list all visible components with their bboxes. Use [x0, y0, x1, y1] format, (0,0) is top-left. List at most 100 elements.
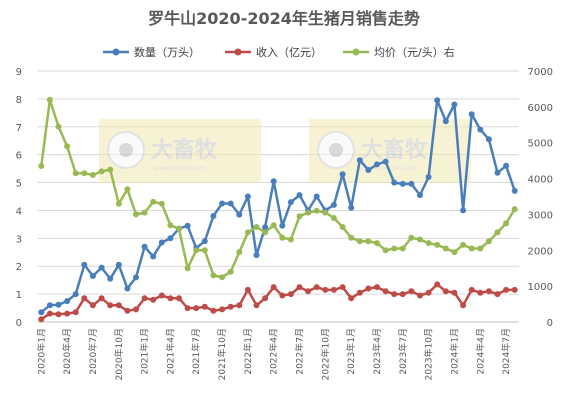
series-avg-price: [38, 96, 518, 281]
data-point: [477, 126, 484, 133]
data-point: [330, 286, 337, 293]
data-point: [374, 240, 380, 247]
data-point: [81, 261, 88, 268]
data-point: [262, 224, 269, 231]
data-point: [141, 243, 148, 250]
data-point: [408, 180, 415, 187]
data-point: [477, 245, 484, 252]
data-point: [150, 198, 157, 205]
data-point: [442, 118, 449, 125]
data-point: [494, 291, 501, 298]
data-point: [210, 272, 217, 279]
data-point: [399, 180, 406, 187]
data-point: [339, 224, 346, 230]
data-point: [382, 247, 389, 254]
y-right-tick-label: 7000: [528, 67, 553, 78]
data-point: [339, 171, 346, 178]
data-point: [511, 206, 518, 213]
data-point: [442, 288, 449, 295]
watermarks: 大畜牧 www.dxumu.com 大畜牧 www.dxumu.com: [99, 119, 471, 183]
x-tick-label: 2020年4月: [61, 328, 73, 375]
data-point: [98, 295, 105, 302]
data-point: [262, 229, 269, 236]
y-right-tick-label: 3000: [528, 210, 553, 221]
y-left-tick-label: 9: [16, 67, 22, 78]
data-point: [244, 193, 251, 200]
data-point: [38, 163, 45, 169]
y-right-tick-label: 6000: [528, 103, 553, 114]
data-point: [201, 303, 208, 310]
x-tick-label: 2023年4月: [371, 328, 383, 375]
data-point: [210, 213, 217, 219]
left-axis: 0 1 2 3 4 5 6 7 8 9: [16, 67, 22, 329]
x-tick-label: 2023年7月: [397, 328, 409, 375]
data-point: [72, 291, 79, 298]
data-point: [72, 170, 79, 177]
series-layer: [38, 96, 518, 323]
data-point: [451, 249, 458, 256]
data-point: [305, 288, 312, 295]
data-point: [468, 245, 475, 252]
data-point: [511, 286, 518, 293]
data-point: [64, 298, 71, 305]
data-point: [64, 310, 71, 317]
data-point: [64, 143, 71, 150]
data-point: [408, 288, 415, 295]
data-point: [158, 292, 165, 299]
data-point: [425, 289, 432, 296]
data-point: [158, 200, 165, 207]
y-left-tick-label: 6: [16, 151, 22, 162]
watermark-logo-dot: [329, 143, 343, 157]
x-tick-label: 2023年1月: [345, 328, 357, 375]
data-point: [296, 284, 303, 291]
data-point: [124, 307, 131, 314]
data-point: [236, 249, 243, 256]
data-point: [279, 222, 286, 229]
data-point: [503, 162, 510, 169]
grid: [37, 70, 519, 323]
data-point: [184, 222, 191, 229]
x-tick-label: 2022年1月: [242, 328, 254, 375]
data-point: [356, 238, 363, 245]
data-point: [365, 238, 372, 245]
watermark: 大畜牧 www.dxumu.com: [99, 119, 261, 183]
data-point: [81, 170, 88, 177]
data-point: [494, 229, 501, 236]
data-point: [434, 97, 441, 104]
data-point: [279, 292, 286, 299]
data-point: [193, 247, 200, 254]
data-point: [485, 288, 492, 295]
data-point: [227, 200, 234, 207]
data-point: [391, 291, 398, 298]
data-point: [287, 291, 294, 298]
data-point: [468, 111, 475, 118]
data-point: [365, 285, 372, 292]
y-right-tick-label: 4000: [528, 175, 553, 186]
data-point: [201, 238, 208, 245]
data-point: [477, 289, 484, 296]
data-point: [330, 201, 337, 208]
x-tick-label: 2023年10月: [423, 328, 435, 380]
data-point: [38, 309, 45, 316]
data-point: [167, 295, 174, 302]
data-point: [313, 284, 320, 291]
x-tick-label: 2020年1月: [35, 328, 47, 375]
data-point: [382, 288, 389, 295]
data-point: [253, 252, 260, 259]
data-point: [468, 286, 475, 293]
data-point: [227, 303, 234, 310]
data-point: [425, 240, 432, 247]
data-point: [434, 281, 441, 288]
data-point: [425, 174, 432, 180]
data-point: [98, 264, 105, 271]
data-point: [399, 245, 406, 252]
legend-item-avg-price: 均价（元/头）右: [343, 45, 455, 59]
x-tick-label: 2024年7月: [500, 328, 512, 375]
data-point: [219, 274, 226, 281]
x-tick-label: 2022年4月: [268, 328, 280, 375]
y-left-tick-label: 1: [16, 290, 22, 301]
x-tick-label: 2024年4月: [474, 328, 486, 375]
data-point: [167, 222, 174, 229]
data-point: [322, 209, 329, 216]
